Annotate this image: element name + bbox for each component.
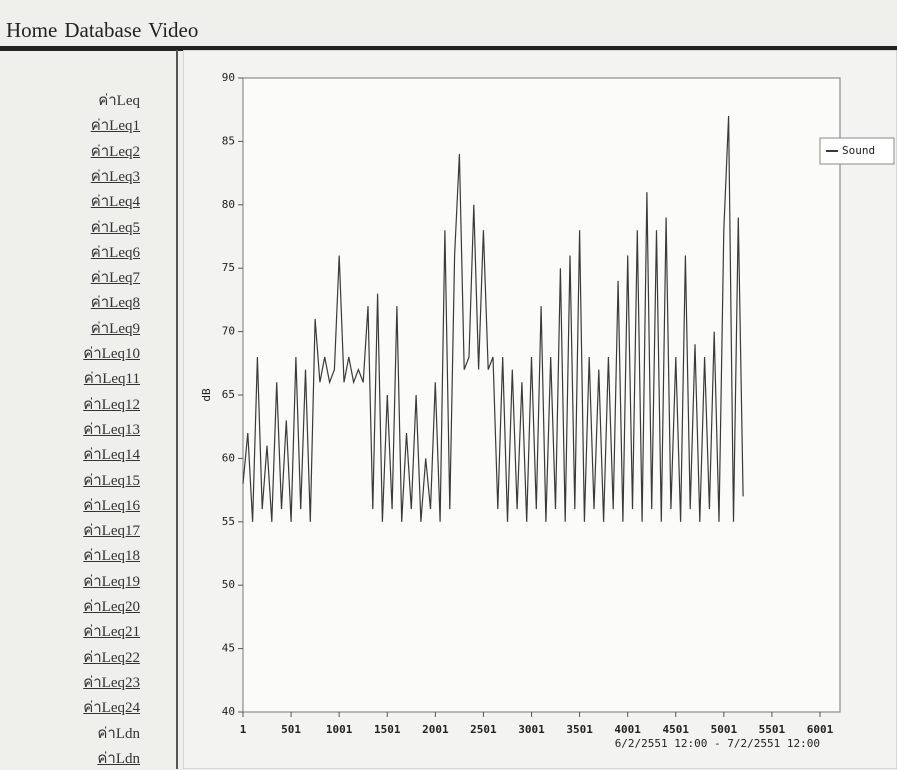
sidebar-link[interactable]: ค่าLeq16 xyxy=(83,493,140,517)
y-tick-label: 40 xyxy=(222,705,235,718)
sidebar-link[interactable]: ค่าLeq17 xyxy=(83,518,140,542)
y-tick-label: 65 xyxy=(222,388,235,401)
sidebar-link[interactable]: ค่าLeq8 xyxy=(91,290,140,314)
x-tick-label: 6001 xyxy=(807,723,834,736)
sidebar-link[interactable]: ค่าLeq22 xyxy=(83,645,140,669)
sidebar-link[interactable]: ค่าLeq18 xyxy=(83,543,140,567)
y-tick-label: 50 xyxy=(222,578,235,591)
y-tick-label: 70 xyxy=(222,325,235,338)
plot-area xyxy=(243,78,840,712)
sidebar-link[interactable]: ค่าLeq15 xyxy=(83,468,140,492)
nav-link[interactable]: Home xyxy=(6,18,57,43)
top-nav: Home Database Video xyxy=(0,0,897,51)
x-tick-label: 5001 xyxy=(711,723,738,736)
sidebar-link[interactable]: ค่าLeq11 xyxy=(84,366,140,390)
section-heading: ค่าLdn xyxy=(97,721,140,745)
x-tick-label: 5501 xyxy=(759,723,786,736)
x-tick-label: 501 xyxy=(281,723,301,736)
nav-link[interactable]: Database xyxy=(64,18,141,43)
sidebar-link[interactable]: ค่าLeq12 xyxy=(83,392,140,416)
sidebar-link[interactable]: ค่าLeq3 xyxy=(91,164,140,188)
sidebar-link[interactable]: ค่าLdn xyxy=(97,746,140,770)
y-tick-label: 45 xyxy=(222,642,235,655)
sidebar-link[interactable]: ค่าLeq4 xyxy=(91,189,140,213)
y-tick-label: 85 xyxy=(222,134,235,147)
page: HomeDatabaseVideo ค่าLeqค่าLeq1ค่าLeq2ค่… xyxy=(0,0,897,769)
sidebar-link[interactable]: ค่าLeq21 xyxy=(83,619,140,643)
x-tick-label: 4001 xyxy=(614,723,641,736)
y-axis-label: dB xyxy=(200,388,213,402)
x-tick-label: 1 xyxy=(240,723,247,736)
x-tick-label: 1001 xyxy=(326,723,353,736)
legend-label: Sound xyxy=(842,144,875,157)
x-tick-label: 1501 xyxy=(374,723,401,736)
nav-link[interactable]: Video xyxy=(148,18,198,43)
sidebar-link[interactable]: ค่าLeq6 xyxy=(91,240,140,264)
y-tick-label: 60 xyxy=(222,451,235,464)
sidebar-link[interactable]: ค่าLeq9 xyxy=(91,316,140,340)
sidebar-link[interactable]: ค่าLeq1 xyxy=(91,113,140,137)
sidebar-link[interactable]: ค่าLeq13 xyxy=(83,417,140,441)
chart: dB 6/2/2551 12:00 - 7/2/2551 12:00 40 45 5… xyxy=(183,50,897,769)
sidebar-link[interactable]: ค่าLeq20 xyxy=(83,594,140,618)
sidebar-link[interactable]: ค่าLeq19 xyxy=(83,569,140,593)
sidebar-link[interactable]: ค่าLeq2 xyxy=(91,139,140,163)
y-tick-label: 90 xyxy=(222,71,235,84)
x-tick-label: 3001 xyxy=(518,723,545,736)
sidebar-link[interactable]: ค่าLeq24 xyxy=(83,695,140,719)
section-heading: ค่าLeq xyxy=(98,88,140,112)
y-tick-label: 55 xyxy=(222,515,235,528)
x-tick-label: 3501 xyxy=(566,723,593,736)
sidebar-link[interactable]: ค่าLeq14 xyxy=(83,442,140,466)
sidebar-link[interactable]: ค่าLeq7 xyxy=(91,265,140,289)
x-tick-label: 2501 xyxy=(470,723,497,736)
y-tick-label: 75 xyxy=(222,261,235,274)
sidebar-link[interactable]: ค่าLeq5 xyxy=(91,215,140,239)
sidebar-link[interactable]: ค่าLeq23 xyxy=(83,670,140,694)
sidebar-link[interactable]: ค่าLeq10 xyxy=(83,341,140,365)
x-tick-label: 4501 xyxy=(663,723,690,736)
x-axis-label: 6/2/2551 12:00 - 7/2/2551 12:00 xyxy=(615,737,820,750)
y-tick-label: 80 xyxy=(222,198,235,211)
x-tick-label: 2001 xyxy=(422,723,449,736)
